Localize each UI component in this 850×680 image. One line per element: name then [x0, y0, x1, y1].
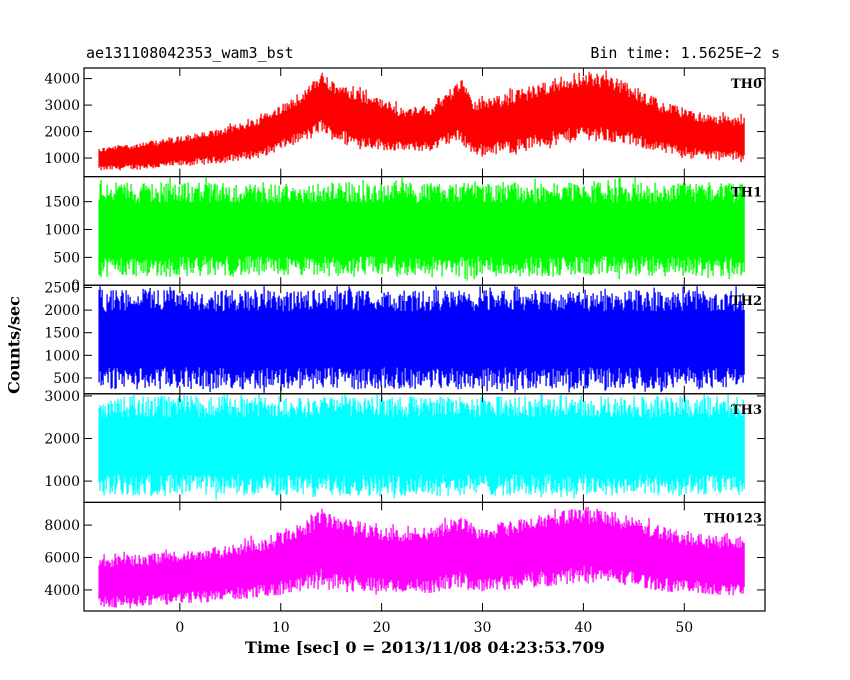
series-trace-th0: [98, 70, 745, 171]
panel-label-th0123: TH0123: [704, 511, 762, 526]
y-tick-label: 3000: [44, 98, 80, 114]
x-tick-label: 0: [175, 620, 184, 636]
y-tick-label: 1000: [44, 151, 80, 167]
y-axis-label: Counts/sec: [4, 296, 24, 394]
panel-frame-th0123: [83, 501, 766, 612]
y-tick-label: 2000: [44, 303, 80, 319]
y-tick-label: 500: [53, 371, 80, 387]
y-tick-label: 500: [53, 250, 80, 266]
panel-label-th1: TH1: [731, 186, 762, 201]
series-trace-th3: [98, 394, 745, 500]
panel-label-th2: TH2: [731, 294, 762, 309]
y-tick-label: 1000: [44, 474, 80, 490]
x-tick-label: 20: [373, 620, 391, 636]
chart-title-left: ae131108042353_wam3_bst: [86, 44, 294, 62]
y-tick-label: 2000: [44, 432, 80, 448]
series-trace-th0123: [98, 506, 745, 609]
series-trace-th2: [98, 286, 745, 393]
series-trace-th1: [98, 177, 745, 281]
y-tick-label: 2000: [44, 125, 80, 141]
y-tick-label: 4000: [44, 72, 80, 88]
y-tick-label: 1500: [44, 195, 80, 211]
y-tick-label: 3000: [44, 389, 80, 405]
y-tick-label: 2500: [44, 280, 80, 296]
y-tick-label: 6000: [44, 551, 80, 567]
y-tick-label: 1500: [44, 326, 80, 342]
y-tick-label: 1000: [44, 348, 80, 364]
x-tick-label: 10: [272, 620, 290, 636]
y-tick-label: 8000: [44, 518, 80, 534]
panel-label-th3: TH3: [731, 403, 762, 418]
x-tick-label: 40: [574, 620, 592, 636]
y-tick-label: 1000: [44, 223, 80, 239]
x-tick-label: 30: [474, 620, 492, 636]
panel-label-th0: TH0: [731, 77, 762, 92]
x-axis-label: Time [sec] 0 = 2013/11/08 04:23:53.709: [245, 638, 605, 657]
y-tick-label: 4000: [44, 583, 80, 599]
x-tick-label: 50: [675, 620, 693, 636]
y-tick-label: 0: [71, 278, 80, 294]
chart-title-right: Bin time: 1.5625E−2 s: [590, 44, 780, 62]
